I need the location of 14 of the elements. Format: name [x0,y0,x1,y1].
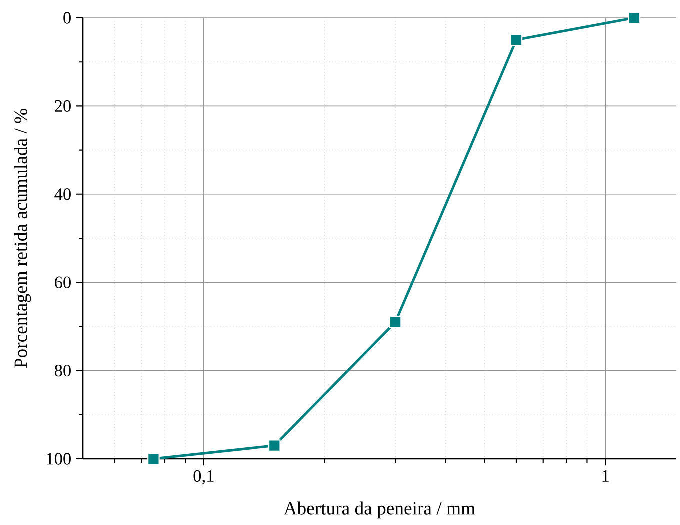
y-tick-label: 40 [54,188,71,200]
point [389,316,402,328]
x-axis-title: Abertura da peneira / mm [284,502,476,519]
y-tick-label: 100 [47,453,71,465]
y-axis-title: Porcentagem retida acumulada / % [14,109,32,368]
x-tick-label: 1 [602,470,609,482]
y-tick-label: 20 [55,100,71,112]
y-tick-label: 60 [55,276,71,288]
point [510,34,523,46]
x-tick-label: 0,1 [194,470,214,485]
y-tick-label: 0 [64,12,71,24]
point [268,440,281,452]
point [148,452,160,466]
y-tick-label: 80 [54,364,71,377]
